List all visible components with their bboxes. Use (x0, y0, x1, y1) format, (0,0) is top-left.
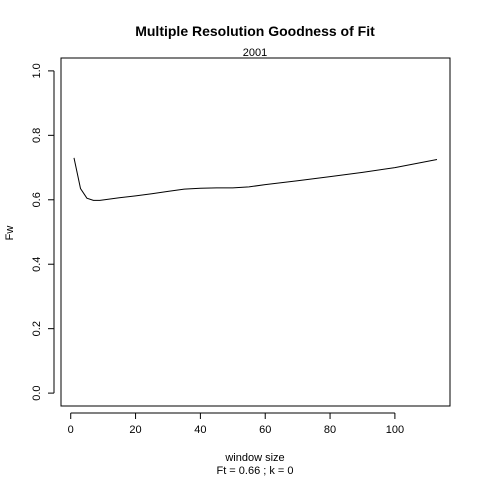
x-tick-label: 40 (194, 424, 206, 436)
chart-footnote: Ft = 0.66 ; k = 0 (216, 465, 293, 477)
y-tick-label: 0.2 (31, 321, 43, 336)
x-tick-label: 0 (68, 424, 74, 436)
x-tick-label: 20 (129, 424, 141, 436)
y-tick-label: 0.6 (31, 192, 43, 207)
series-layer (73, 157, 438, 201)
chart-subtitle: 2001 (243, 47, 267, 59)
x-axis-label: window size (224, 452, 284, 464)
chart-title: Multiple Resolution Goodness of Fit (135, 23, 375, 39)
x-tick-label: 60 (259, 424, 271, 436)
y-axis: 0.0 0.2 0.4 0.6 0.8 1.0 (31, 63, 55, 401)
y-tick-label: 0.8 (31, 128, 43, 143)
fw-series-line (73, 157, 438, 201)
x-tick-label: 80 (324, 424, 336, 436)
x-axis: 0 20 40 60 80 100 (68, 412, 404, 436)
y-axis-label: Fw (4, 226, 16, 241)
y-tick-label: 0.4 (31, 257, 43, 272)
y-tick-label: 1.0 (31, 63, 43, 78)
x-tick-label: 100 (386, 424, 404, 436)
plot-frame (60, 57, 451, 407)
y-tick-label: 0.0 (31, 385, 43, 400)
